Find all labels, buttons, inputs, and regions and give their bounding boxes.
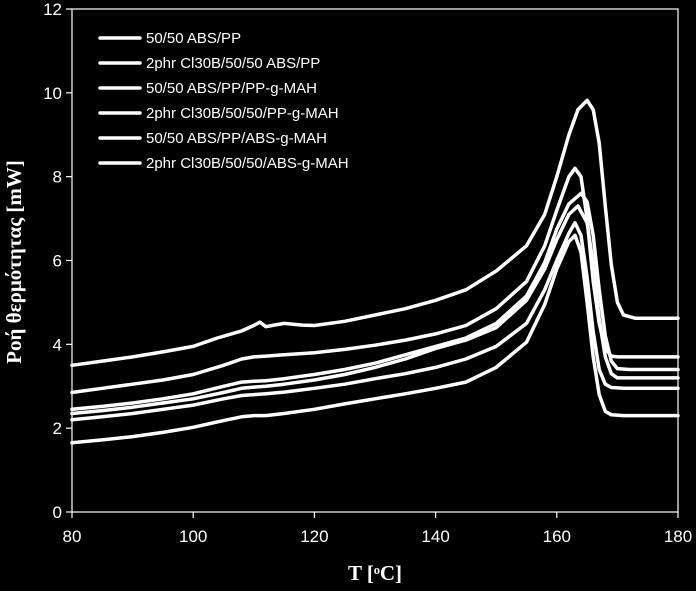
legend-label-3: 50/50 ABS/PP/PP-g-MAH (146, 80, 317, 97)
x-tick-label: 140 (421, 527, 449, 546)
legend-label-2: 2phr Cl30B/50/50 ABS/PP (146, 55, 320, 72)
y-tick-label: 4 (53, 335, 62, 354)
series-line-3 (70, 191, 680, 412)
series-lines (70, 98, 680, 445)
x-tick-label: 120 (300, 527, 328, 546)
y-tick-label: 2 (53, 419, 62, 438)
legend-label-1: 50/50 ABS/PP (146, 30, 241, 47)
y-tick-label: 8 (53, 168, 62, 187)
y-axis-ticks: 0 2 4 6 8 10 12 (43, 0, 72, 522)
y-axis-title: Ροή θερμότητας [mW] (2, 160, 26, 364)
x-tick-label: 180 (664, 527, 692, 546)
x-axis-ticks: 80 100 120 140 160 180 (63, 512, 692, 546)
legend-label-5: 50/50 ABS/PP/ABS-g-MAH (146, 130, 327, 147)
legend: 50/50 ABS/PP 2phr Cl30B/50/50 ABS/PP 50/50… (98, 30, 349, 172)
x-tick-label: 100 (179, 527, 207, 546)
series-line-5 (70, 221, 680, 422)
y-tick-label: 12 (43, 0, 62, 19)
y-tick-label: 0 (53, 503, 62, 522)
x-axis-title: T [ᵒC] (348, 561, 402, 585)
x-tick-label: 160 (543, 527, 571, 546)
y-tick-label: 10 (43, 84, 62, 103)
series-line-6 (70, 233, 680, 445)
x-tick-label: 80 (63, 527, 82, 546)
legend-label-6: 2phr Cl30B/50/50/ABS-g-MAH (146, 155, 349, 172)
series-line-4 (70, 204, 680, 416)
legend-label-4: 2phr Cl30B/50/50/PP-g-MAH (146, 105, 339, 122)
y-tick-label: 6 (53, 252, 62, 271)
series-line-1 (70, 98, 680, 368)
